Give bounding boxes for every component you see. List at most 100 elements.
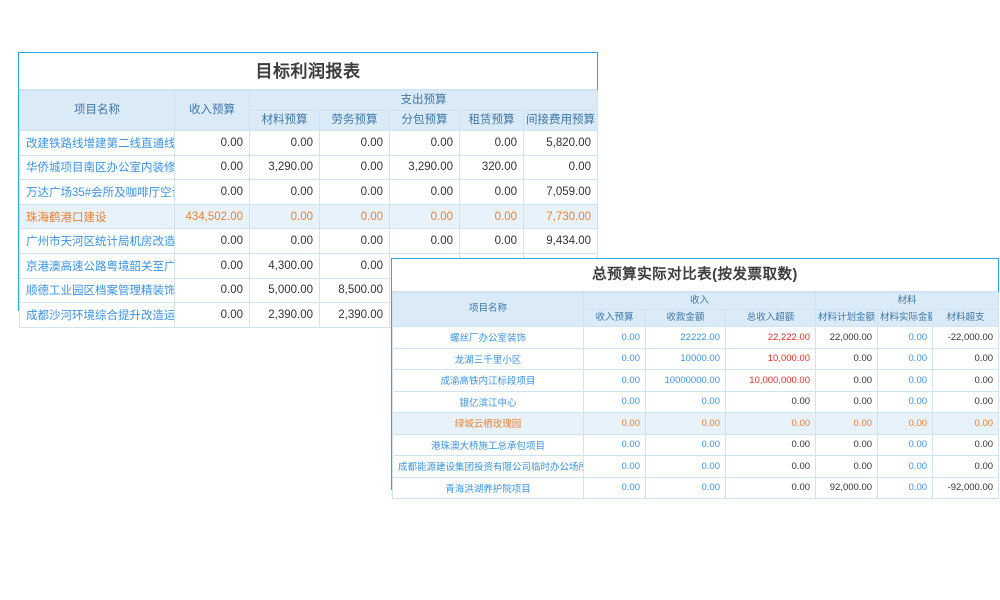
col-group-header-income[interactable]: 收入 (582, 292, 817, 310)
cell-value[interactable]: 0.00 (583, 347, 646, 370)
cell-value[interactable]: 0.00 (724, 455, 817, 478)
cell-value[interactable]: 0.00 (319, 154, 390, 181)
cell-value[interactable]: 0.00 (932, 390, 1000, 413)
cell-value[interactable]: 2,390.00 (319, 302, 390, 328)
cell-project-name[interactable]: 成都能源建设集团投资有限公司临时办公场所装修3 (392, 455, 584, 478)
cell-value[interactable]: 10000.00 (645, 347, 726, 370)
cell-project-name[interactable]: 成都沙河环境综合提升改造运河护 (19, 302, 175, 328)
cell-value[interactable]: 0.00 (724, 412, 817, 435)
cell-value[interactable]: 0.00 (249, 130, 320, 156)
cell-value[interactable]: 0.00 (645, 390, 726, 413)
cell-value[interactable]: 0.00 (932, 369, 1000, 392)
cell-value[interactable]: -22,000.00 (932, 326, 1000, 349)
cell-project-name[interactable]: 顺德工业园区档案管理精装饰工程 (19, 277, 175, 304)
col-header-received-amount[interactable]: 收款金额 (645, 309, 726, 327)
cell-value[interactable]: 7,730.00 (522, 203, 599, 230)
cell-project-name[interactable]: 珠海鹤港口建设 (19, 203, 175, 230)
cell-value[interactable]: 0.00 (815, 412, 879, 435)
cell-value[interactable]: 2,390.00 (249, 302, 320, 328)
cell-project-name[interactable]: 港珠澳大桥施工总承包项目 (392, 433, 584, 456)
cell-value[interactable]: 0.00 (877, 369, 934, 392)
cell-value[interactable]: 0.00 (174, 252, 250, 279)
cell-project-name[interactable]: 京港澳高速公路粤境韶关至广州互 (19, 252, 175, 279)
table-row[interactable]: 青海洪湖养护院项目 0.00 0.00 0.00 92,000.00 0.00 -92,00… (392, 476, 1000, 499)
cell-value[interactable]: 8,500.00 (319, 277, 390, 304)
cell-value[interactable]: 5,820.00 (522, 130, 599, 156)
cell-value[interactable]: 9,434.00 (522, 228, 599, 254)
col-header-total-income-excess[interactable]: 总收入超额 (724, 309, 817, 327)
table-row[interactable]: 绿城云栖玫瑰园 0.00 0.00 0.00 0.00 0.00 0.00 (392, 412, 1000, 435)
cell-value[interactable]: 0.00 (815, 369, 879, 392)
col-header-indirect-budget[interactable]: 间接费用预算 (522, 110, 599, 131)
cell-value[interactable]: 0.00 (645, 476, 726, 499)
col-header-project-name[interactable]: 项目名称 (19, 90, 175, 131)
cell-value[interactable]: 0.00 (174, 228, 250, 254)
table-row[interactable]: 成渝高铁内江标段项目 0.00 10000000.00 10,000,000.00 0.… (392, 369, 1000, 392)
cell-value[interactable]: 0.00 (877, 347, 934, 370)
cell-value[interactable]: 0.00 (932, 433, 1000, 456)
table-row[interactable]: 成都能源建设集团投资有限公司临时办公场所装修30.000.000.000.000… (392, 455, 1000, 478)
table-row[interactable]: 港珠澳大桥施工总承包项目 0.00 0.00 0.00 0.00 0.00 0.00 (392, 433, 1000, 456)
cell-value[interactable]: 0.00 (583, 412, 646, 435)
cell-project-name[interactable]: 万达广场35#会所及咖啡厅空调安 (19, 179, 175, 205)
cell-value[interactable]: 10,000,000.00 (724, 369, 817, 392)
col-header-income-budget[interactable]: 收入预算 (174, 90, 250, 131)
table-row[interactable]: 改建铁路线增建第二线直通线（成0.000.000.000.000.005,820… (19, 130, 599, 156)
col-header-lease-budget[interactable]: 租赁预算 (459, 110, 524, 131)
cell-value[interactable]: 0.00 (459, 228, 524, 254)
cell-value[interactable]: 0.00 (815, 455, 879, 478)
cell-value[interactable]: 0.00 (932, 347, 1000, 370)
cell-value[interactable]: 0.00 (174, 130, 250, 156)
cell-value[interactable]: 0.00 (319, 130, 390, 156)
cell-value[interactable]: 0.00 (877, 476, 934, 499)
col-header-material-planned[interactable]: 材料计划金额 (815, 309, 879, 327)
cell-value[interactable]: 3,290.00 (389, 154, 460, 181)
cell-value[interactable]: 92,000.00 (815, 476, 879, 499)
cell-value[interactable]: 0.00 (459, 203, 524, 230)
col-group-header-expense-budget[interactable]: 支出预算 (248, 90, 599, 111)
table-row[interactable]: 银亿滨江中心 0.00 0.00 0.00 0.00 0.00 0.00 (392, 390, 1000, 413)
cell-value[interactable]: 0.00 (877, 455, 934, 478)
col-header-project-name[interactable]: 项目名称 (392, 292, 584, 327)
cell-value[interactable]: 0.00 (877, 326, 934, 349)
cell-value[interactable]: 0.00 (724, 390, 817, 413)
cell-value[interactable]: 0.00 (319, 252, 390, 279)
col-header-income-budget[interactable]: 收入预算 (583, 309, 646, 327)
cell-project-name[interactable]: 银亿滨江中心 (392, 390, 584, 413)
cell-value[interactable]: 0.00 (319, 179, 390, 205)
col-header-labor-budget[interactable]: 劳务预算 (319, 110, 390, 131)
cell-value[interactable]: 22,222.00 (724, 326, 817, 349)
cell-value[interactable]: 434,502.00 (174, 203, 250, 230)
cell-value[interactable]: 0.00 (389, 130, 460, 156)
cell-value[interactable]: 10,000.00 (724, 347, 817, 370)
cell-project-name[interactable]: 改建铁路线增建第二线直通线（成 (19, 130, 175, 156)
cell-value[interactable]: 0.00 (583, 476, 646, 499)
cell-value[interactable]: 5,000.00 (249, 277, 320, 304)
col-header-subcontract-budget[interactable]: 分包预算 (389, 110, 460, 131)
table-row[interactable]: 万达广场35#会所及咖啡厅空调安0.000.000.000.000.007,05… (19, 179, 599, 205)
cell-value[interactable]: 0.00 (249, 203, 320, 230)
cell-value[interactable]: 0.00 (583, 455, 646, 478)
cell-project-name[interactable]: 绿城云栖玫瑰园 (392, 412, 584, 435)
cell-value[interactable]: -92,000.00 (932, 476, 1000, 499)
table-row[interactable]: 华侨城项目南区办公室内装修工程0.003,290.000.003,290.003… (19, 154, 599, 181)
table-row[interactable]: 广州市天河区统计局机房改造项目0.000.000.000.000.009,434… (19, 228, 599, 254)
cell-value[interactable]: 0.00 (174, 277, 250, 304)
cell-project-name[interactable]: 广州市天河区统计局机房改造项目 (19, 228, 175, 254)
cell-value[interactable]: 0.00 (645, 455, 726, 478)
cell-value[interactable]: 0.00 (877, 433, 934, 456)
cell-value[interactable]: 0.00 (877, 412, 934, 435)
cell-project-name[interactable]: 成渝高铁内江标段项目 (392, 369, 584, 392)
cell-value[interactable]: 3,290.00 (249, 154, 320, 181)
cell-value[interactable]: 0.00 (815, 390, 879, 413)
cell-value[interactable]: 0.00 (459, 130, 524, 156)
cell-value[interactable]: 10000000.00 (645, 369, 726, 392)
col-header-material-budget[interactable]: 材料预算 (249, 110, 320, 131)
table-row[interactable]: 螺丝厂办公室装饰 0.00 22222.00 22,222.00 22,000.00 0.… (392, 326, 1000, 349)
cell-project-name[interactable]: 青海洪湖养护院项目 (392, 476, 584, 499)
cell-value[interactable]: 0.00 (815, 347, 879, 370)
col-header-material-actual[interactable]: 材料实际金额 (877, 309, 934, 327)
cell-value[interactable]: 0.00 (583, 369, 646, 392)
cell-value[interactable]: 0.00 (389, 203, 460, 230)
cell-value[interactable]: 0.00 (459, 179, 524, 205)
